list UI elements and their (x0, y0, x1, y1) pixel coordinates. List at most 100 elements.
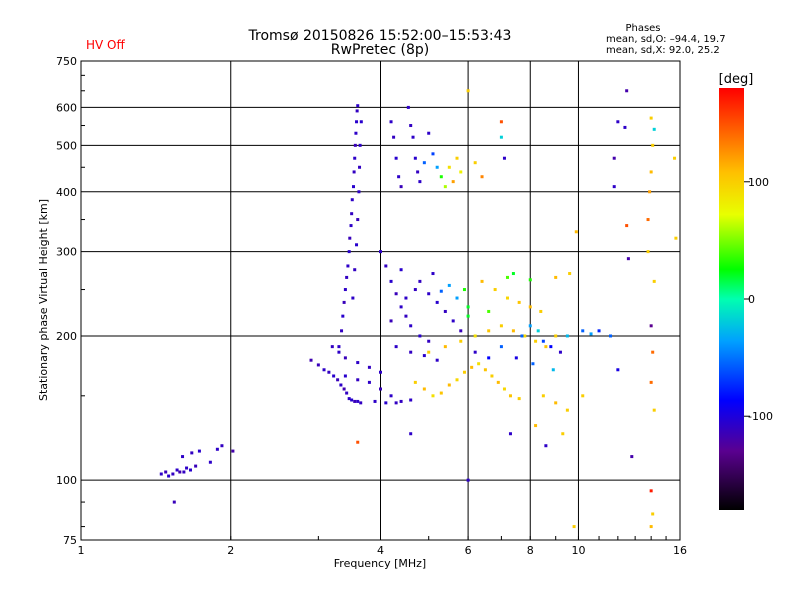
data-point (427, 339, 431, 343)
data-point (394, 345, 398, 349)
data-point (389, 279, 393, 283)
data-point (399, 268, 403, 272)
data-point (565, 408, 569, 412)
data-point (316, 363, 320, 367)
data-point (409, 350, 413, 354)
data-point (646, 250, 650, 254)
data-point (651, 143, 655, 147)
data-point (389, 319, 393, 323)
data-point (447, 283, 451, 287)
data-point (185, 466, 189, 470)
data-point (459, 329, 463, 333)
data-point (528, 305, 532, 309)
data-point (480, 175, 484, 179)
data-point (231, 449, 235, 453)
phases-o-stats: mean, sd,O: –94.4, 19.7 (606, 34, 726, 45)
data-point (581, 329, 585, 333)
data-point (462, 370, 466, 374)
data-point (353, 399, 357, 403)
colorbar (719, 88, 744, 510)
data-point (483, 368, 487, 372)
data-point (462, 288, 466, 292)
data-point (413, 380, 417, 384)
data-point (499, 120, 503, 124)
data-point (455, 296, 459, 300)
y-tick-label: 100 (56, 474, 77, 487)
data-point (649, 170, 653, 174)
data-point (327, 370, 331, 374)
data-point (359, 120, 363, 124)
data-point (399, 399, 403, 403)
data-point (649, 525, 653, 529)
data-point (349, 224, 353, 228)
chart-subtitle: RwPretec (8p) (331, 42, 429, 58)
data-point (568, 272, 572, 276)
data-point (473, 334, 477, 338)
data-point (394, 156, 398, 160)
data-point (427, 350, 431, 354)
data-point (379, 370, 382, 374)
x-tick-label: 1 (78, 544, 85, 557)
data-point (347, 397, 351, 401)
data-point (646, 218, 650, 222)
data-point (528, 324, 532, 328)
data-point (175, 468, 179, 472)
data-point (409, 324, 413, 328)
data-point (508, 394, 512, 398)
data-point (511, 272, 515, 276)
data-point (574, 230, 578, 234)
data-point (359, 401, 363, 405)
data-point (343, 288, 347, 292)
data-point (544, 345, 548, 349)
data-point (435, 358, 439, 362)
data-point (392, 135, 396, 139)
data-point (351, 185, 355, 189)
data-point (554, 334, 558, 338)
data-point (466, 314, 470, 318)
data-point (309, 358, 313, 362)
data-point (431, 394, 435, 398)
data-point (341, 314, 345, 318)
data-point (554, 275, 558, 279)
data-point (447, 165, 451, 169)
data-point (431, 152, 435, 156)
data-point (480, 279, 484, 283)
data-point (534, 424, 538, 428)
data-point (651, 350, 655, 354)
data-point (350, 398, 354, 402)
data-point (379, 250, 382, 254)
data-point (397, 175, 401, 179)
data-point (451, 180, 455, 184)
data-point (342, 300, 346, 304)
data-point (389, 394, 393, 398)
data-point (487, 356, 491, 360)
data-point (514, 356, 518, 360)
data-point (220, 444, 224, 448)
data-point (413, 156, 417, 160)
data-point (520, 334, 524, 338)
data-point (337, 345, 341, 349)
data-point (345, 391, 349, 395)
data-point (159, 472, 163, 476)
phases-x-stats: mean, sd,X: 92.0, 25.2 (606, 45, 720, 56)
data-point (581, 394, 585, 398)
data-point (164, 470, 168, 474)
data-point (616, 120, 620, 124)
data-point (505, 296, 509, 300)
x-tick-label: 2 (227, 544, 234, 557)
data-point (356, 104, 360, 108)
data-point (353, 268, 357, 272)
data-point (178, 470, 182, 474)
data-point (422, 354, 426, 358)
data-point (367, 365, 371, 369)
data-point (517, 300, 521, 304)
data-point (373, 399, 377, 403)
data-point (358, 165, 362, 169)
data-point (435, 165, 439, 169)
data-point (167, 474, 171, 478)
data-point (343, 374, 347, 378)
data-point (351, 296, 355, 300)
data-point (352, 170, 356, 174)
data-point (439, 175, 443, 179)
